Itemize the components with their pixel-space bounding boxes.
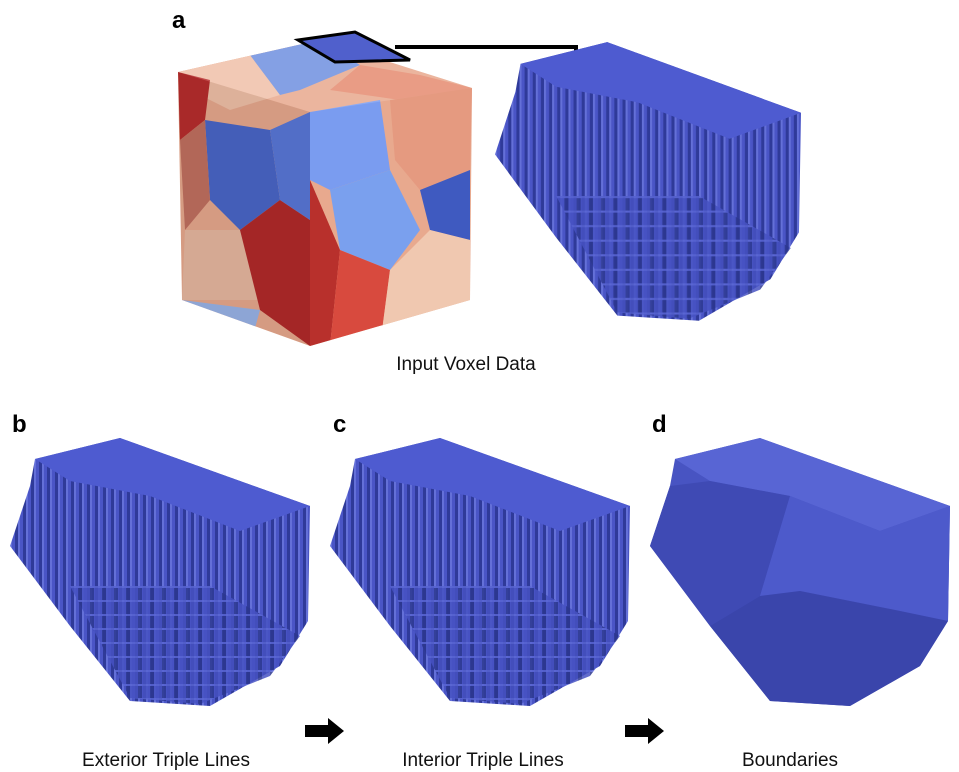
voxel-grain (495, 42, 801, 321)
smooth-grain (650, 438, 950, 706)
panel-label: a (172, 7, 186, 34)
panel-label: d (652, 411, 667, 438)
arrow (625, 718, 664, 744)
caption: Exterior Triple Lines (82, 750, 250, 771)
panel-label: b (12, 411, 27, 438)
caption: Interior Triple Lines (402, 750, 564, 771)
arrow (305, 718, 344, 744)
voxel-cube (170, 30, 480, 350)
panel-label: c (333, 411, 346, 438)
caption: Input Voxel Data (396, 354, 536, 375)
voxel-grain (10, 438, 310, 706)
caption: Boundaries (742, 750, 838, 771)
figure: a Input Voxel Data b Exterior Triple Lin… (0, 0, 959, 772)
voxel-grain (330, 438, 630, 706)
